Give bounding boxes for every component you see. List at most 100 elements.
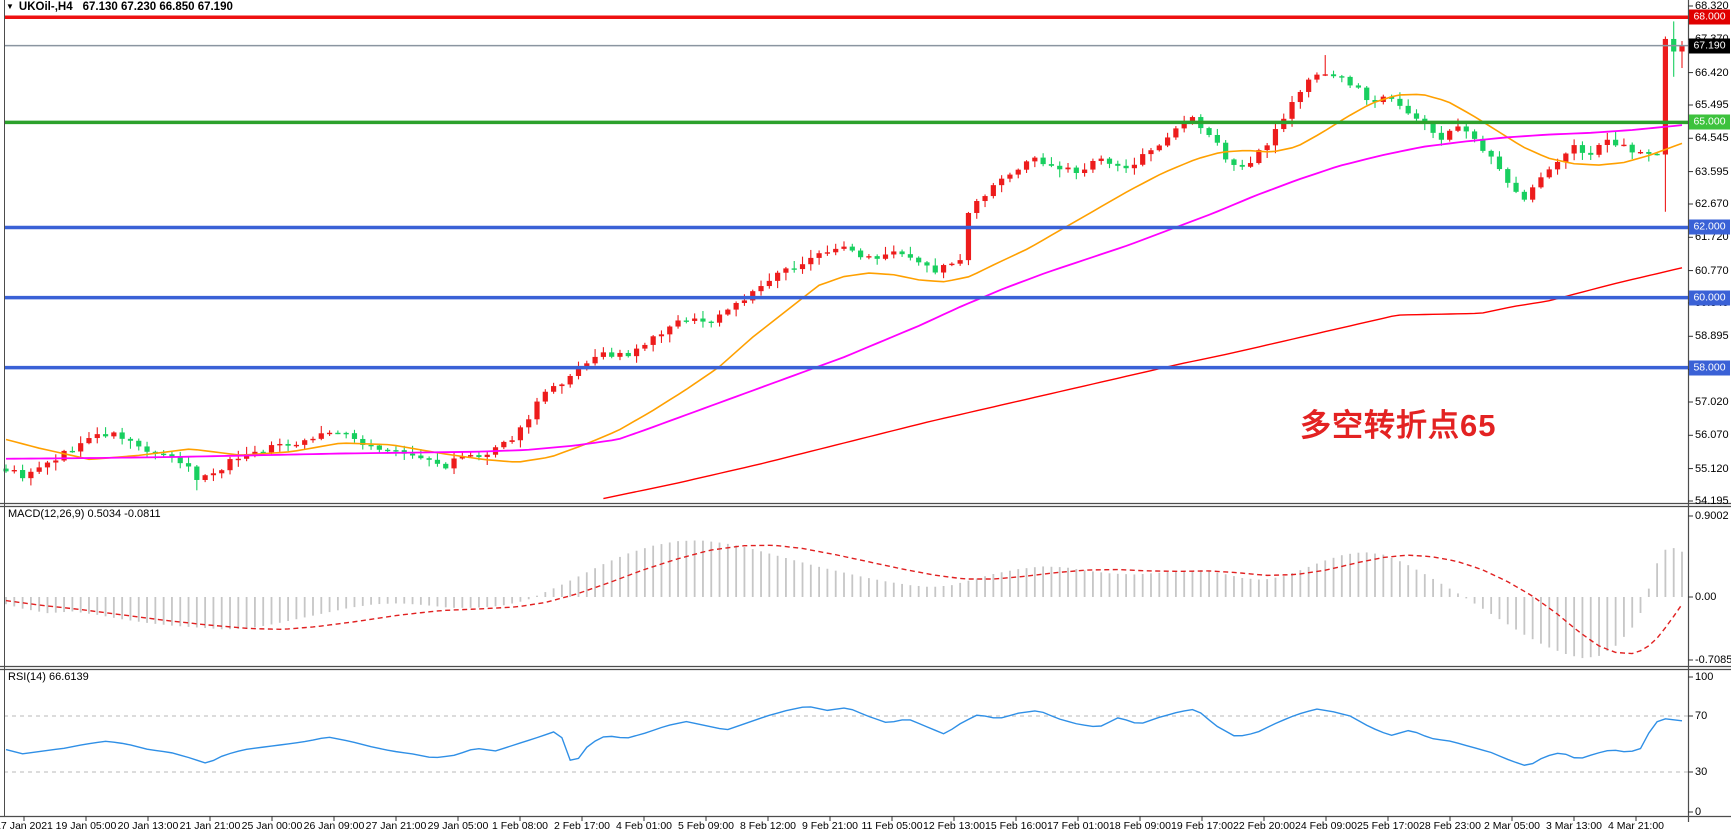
time-axis-label[interactable]: 8 Feb 12:00 <box>739 820 797 832</box>
time-axis-label[interactable]: 12 Feb 13:00 <box>923 820 985 832</box>
candle-body <box>1546 169 1552 178</box>
price-axis-tick: 66.420 <box>1695 66 1729 79</box>
time-axis-label[interactable]: 9 Feb 21:00 <box>801 820 859 832</box>
candle-body <box>1538 177 1544 188</box>
candle-body <box>600 352 606 357</box>
time-axis-label[interactable]: 20 Jan 13:00 <box>117 820 179 832</box>
candle-body <box>244 454 250 459</box>
candle-body <box>758 286 764 292</box>
price-axis-tick: 58.895 <box>1695 330 1729 343</box>
candle-body <box>1131 164 1137 169</box>
candle-body <box>1057 165 1063 170</box>
candle-body <box>1621 144 1627 147</box>
time-axis-label[interactable]: 22 Feb 20:00 <box>1233 820 1295 832</box>
candle-body <box>1654 153 1660 156</box>
candle-body <box>617 352 623 357</box>
candle-body <box>69 450 75 453</box>
time-axis-label[interactable]: 3 Mar 13:00 <box>1545 820 1603 832</box>
rsi-axis-tick: 0 <box>1695 806 1702 818</box>
candle-body <box>567 375 573 385</box>
candle-body <box>1505 169 1511 183</box>
time-axis-label[interactable]: 1 Feb 08:00 <box>491 820 549 832</box>
candle-body <box>277 443 283 446</box>
candle-body <box>1563 153 1569 162</box>
time-axis-label[interactable]: 17 Feb 01:00 <box>1047 820 1109 832</box>
candle-body <box>1405 105 1411 114</box>
candle-body <box>949 263 955 266</box>
time-axis-label[interactable]: 19 Jan 05:00 <box>55 820 117 832</box>
time-axis-label[interactable]: 17 Jan 2021 <box>0 820 53 832</box>
candle-body <box>1662 38 1669 155</box>
candle-body <box>874 256 880 259</box>
candle-body <box>177 457 183 464</box>
candle-body <box>1247 163 1254 167</box>
candle-body <box>708 321 714 324</box>
candle-body <box>144 446 150 452</box>
candle-body <box>675 320 681 327</box>
candle-body <box>1115 163 1121 166</box>
time-axis-label[interactable]: 4 Feb 01:00 <box>615 820 673 832</box>
time-axis-label[interactable]: 15 Feb 16:00 <box>985 820 1047 832</box>
candle-body <box>1082 169 1088 174</box>
time-axis-label[interactable]: 11 Feb 05:00 <box>861 820 923 832</box>
candle-body <box>642 344 648 349</box>
symbol-dropdown-icon[interactable]: ▼ <box>6 2 14 11</box>
candle-body <box>302 440 308 445</box>
candle-body <box>343 432 349 435</box>
price-axis-tick: 62.670 <box>1695 197 1729 210</box>
candle-body <box>791 268 797 270</box>
time-axis-label[interactable]: 28 Feb 23:00 <box>1419 820 1481 832</box>
macd-indicator-label: MACD(12,26,9) 0.5034 -0.0811 <box>8 508 161 520</box>
candle-body <box>1007 174 1013 179</box>
candle-body <box>526 419 532 428</box>
time-axis-label[interactable]: 24 Feb 09:00 <box>1295 820 1357 832</box>
candle-body <box>940 265 947 273</box>
macd-axis-tick: -0.7085 <box>1695 654 1731 666</box>
time-axis-label[interactable]: 2 Feb 17:00 <box>553 820 611 832</box>
candle-body <box>982 196 988 202</box>
time-axis-label[interactable]: 25 Jan 00:00 <box>241 820 303 832</box>
candle-body <box>633 348 640 357</box>
candle-body <box>899 251 905 255</box>
candle-body <box>650 336 656 345</box>
time-axis-label[interactable]: 18 Feb 09:00 <box>1109 820 1171 832</box>
candle-body <box>1239 164 1245 167</box>
candle-body <box>11 470 17 472</box>
candle-body <box>849 246 855 251</box>
price-annotation-text: 多空转折点65 <box>1300 408 1497 443</box>
time-axis-label[interactable]: 25 Feb 17:00 <box>1357 820 1419 832</box>
time-axis-label[interactable]: 19 Feb 17:00 <box>1171 820 1233 832</box>
rsi-axis-tick: 100 <box>1695 671 1714 683</box>
candle-body <box>1530 187 1536 200</box>
candle-body <box>1148 150 1154 155</box>
candle-body <box>293 444 299 447</box>
candle-body <box>733 302 739 310</box>
candle-body <box>1397 98 1403 106</box>
time-axis-label[interactable]: 21 Jan 21:00 <box>179 820 241 832</box>
ma-mid-magenta-line <box>5 124 1683 460</box>
candle-body <box>584 363 590 369</box>
candle-body <box>667 326 673 335</box>
time-axis-label[interactable]: 4 Mar 21:00 <box>1607 820 1665 832</box>
candle-body <box>1430 123 1436 133</box>
candle-body <box>750 291 756 301</box>
candle-body <box>1015 169 1021 175</box>
candle-body <box>1463 126 1469 132</box>
price-badge-68.000: 68.000 <box>1689 9 1730 25</box>
time-axis-label[interactable]: 5 Feb 09:00 <box>677 820 735 832</box>
candle-body <box>1637 151 1644 154</box>
candle-body <box>1090 160 1096 170</box>
price-axis-tick: 63.595 <box>1695 165 1729 178</box>
macd-axis-tick: 0.9002 <box>1695 510 1729 522</box>
candle-body <box>965 212 972 261</box>
candle-body <box>285 443 291 446</box>
time-axis-label[interactable]: 29 Jan 05:00 <box>427 820 489 832</box>
candle-body <box>509 440 515 442</box>
time-axis-label[interactable]: 2 Mar 05:00 <box>1483 820 1541 832</box>
candle-body <box>1613 139 1619 146</box>
time-axis-label[interactable]: 27 Jan 21:00 <box>365 820 427 832</box>
time-axis-label[interactable]: 26 Jan 09:00 <box>303 820 365 832</box>
candle-body <box>185 463 192 467</box>
